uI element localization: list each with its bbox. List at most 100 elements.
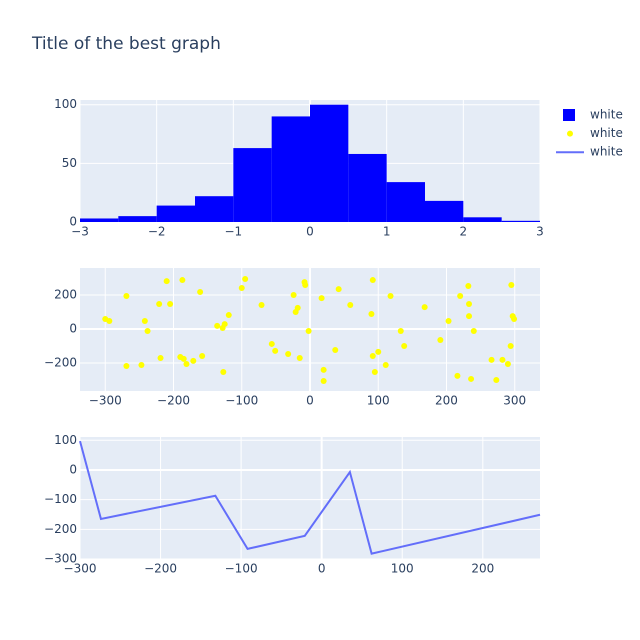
y-tick-label: 50 <box>62 156 77 170</box>
scatter-point <box>397 328 404 335</box>
y-tick-label: 200 <box>54 288 77 302</box>
scatter-point <box>466 301 473 308</box>
scatter-point <box>387 293 394 300</box>
x-tick-label: −2 <box>148 225 166 239</box>
scatter-point <box>144 328 151 335</box>
scatter-point <box>106 318 113 325</box>
legend-swatch <box>567 130 573 137</box>
scatter-point <box>320 366 327 373</box>
scatter-point <box>183 360 190 367</box>
histogram-bar <box>310 104 349 222</box>
scatter-point <box>167 301 174 308</box>
scatter-point <box>290 292 297 299</box>
y-tick-label: 0 <box>69 462 77 476</box>
histogram-bar <box>463 217 502 222</box>
scatter-point <box>335 286 342 293</box>
scatter-point <box>258 302 265 309</box>
scatter-point <box>318 295 325 302</box>
scatter-point <box>285 350 292 357</box>
scatter-point <box>272 347 279 354</box>
x-tick-label: −300 <box>64 562 97 576</box>
x-tick-label: −3 <box>71 225 89 239</box>
histogram-bar <box>118 216 157 222</box>
histogram-bar <box>271 116 310 222</box>
scatter-point <box>454 372 461 379</box>
scatter-point <box>141 318 148 325</box>
scatter-point <box>382 362 389 369</box>
y-tick-label: 0 <box>69 321 77 335</box>
x-tick-label: 100 <box>391 562 414 576</box>
x-tick-label: −100 <box>225 394 258 408</box>
scatter-point <box>179 277 186 284</box>
scatter-point <box>468 375 475 382</box>
scatter-point <box>199 353 206 360</box>
x-tick-label: 0 <box>318 562 326 576</box>
x-tick-label: 3 <box>536 225 544 239</box>
legend-label: white <box>590 126 623 140</box>
x-tick-label: 200 <box>471 562 494 576</box>
scatter-point <box>508 281 515 288</box>
scatter-point <box>470 328 477 335</box>
plot-area <box>80 437 540 559</box>
histogram-bar <box>348 153 387 222</box>
legend-swatch <box>563 109 575 121</box>
x-tick-label: 1 <box>383 225 391 239</box>
scatter-point <box>466 313 473 320</box>
x-tick-label: −100 <box>225 562 258 576</box>
x-tick-label: −200 <box>144 562 177 576</box>
x-tick-label: 100 <box>367 394 390 408</box>
scatter-point <box>499 356 506 363</box>
scatter-point <box>163 278 170 285</box>
scatter-point <box>511 315 518 322</box>
scatter-point <box>138 362 145 369</box>
histogram-bar <box>156 205 195 222</box>
histogram-bar <box>80 218 119 222</box>
scatter-point <box>401 342 408 349</box>
figure-title: Title of the best graph <box>31 34 221 54</box>
scatter-point <box>123 363 130 370</box>
scatter-point <box>465 283 472 290</box>
scatter-point <box>332 347 339 354</box>
y-tick-label: −200 <box>44 522 77 536</box>
scatter-point <box>225 312 232 319</box>
scatter-point <box>488 356 495 363</box>
scatter-point <box>220 368 227 375</box>
scatter-point <box>437 337 444 344</box>
y-tick-label: −300 <box>44 552 77 566</box>
scatter-point <box>445 318 452 325</box>
scatter-point <box>368 311 375 318</box>
x-tick-label: 0 <box>306 225 314 239</box>
x-tick-label: −300 <box>89 394 122 408</box>
histogram-bar <box>233 148 272 222</box>
scatter-point <box>123 293 130 300</box>
scatter-point <box>507 342 514 349</box>
x-tick-label: 300 <box>503 394 526 408</box>
scatter-point <box>457 293 464 300</box>
histogram-bar <box>386 182 425 222</box>
scatter-point <box>268 340 275 347</box>
y-tick-label: 100 <box>54 433 77 447</box>
histogram-bar <box>501 220 540 222</box>
scatter-point <box>214 322 221 329</box>
scatter-point <box>242 276 249 283</box>
scatter-point <box>371 368 378 375</box>
scatter-point <box>238 285 245 292</box>
scatter-point <box>296 355 303 362</box>
scatter-point <box>369 277 376 284</box>
histogram-bar <box>195 196 234 222</box>
scatter-point <box>493 376 500 383</box>
scatter-point <box>347 302 354 309</box>
scatter-point <box>375 348 382 355</box>
legend-label: white <box>590 108 623 122</box>
scatter-point <box>421 304 428 311</box>
line-series <box>79 440 541 555</box>
histogram-bar <box>425 200 464 222</box>
scatter-point <box>504 360 511 367</box>
x-tick-label: −200 <box>157 394 190 408</box>
scatter-point <box>156 301 163 308</box>
scatter-point <box>305 328 312 335</box>
scatter-point <box>190 357 197 364</box>
scatter-point <box>221 321 228 328</box>
scatter-point <box>320 377 327 384</box>
